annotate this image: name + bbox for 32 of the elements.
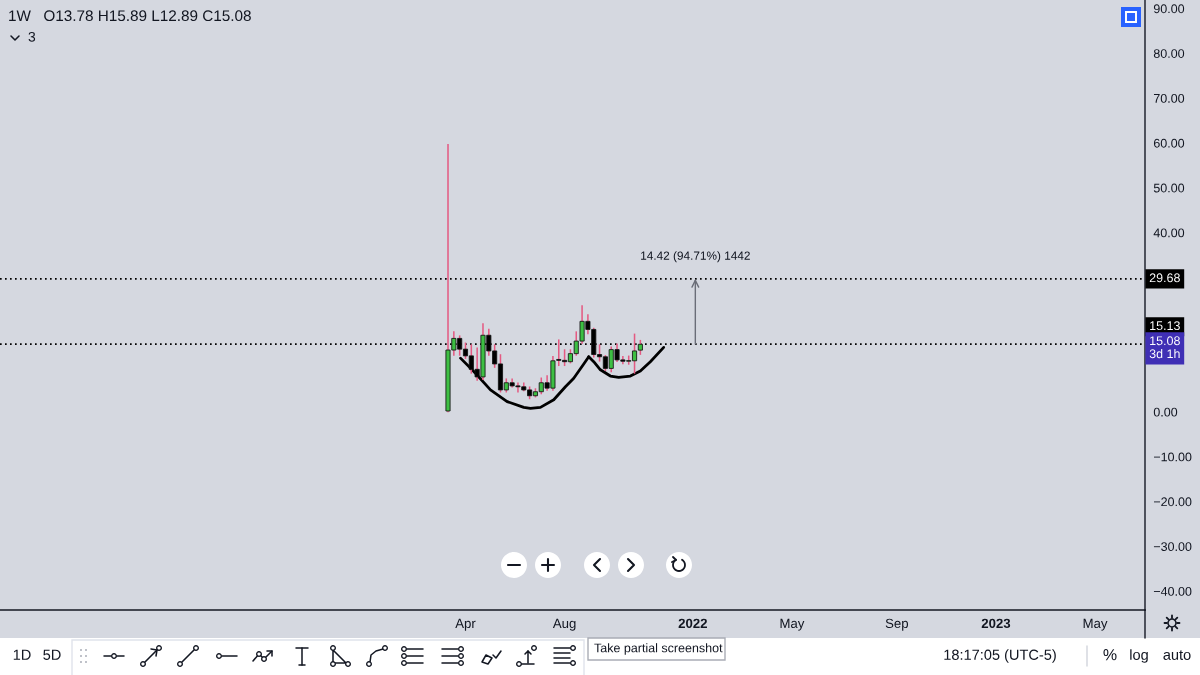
y-tick-label: −40.00 bbox=[1153, 586, 1192, 596]
x-tick-label: May bbox=[780, 618, 805, 631]
x-tick-label: Apr bbox=[455, 618, 476, 631]
text: Take partial screenshot bbox=[594, 643, 723, 655]
annotation: 14.42 (94.71%) 1442 bbox=[641, 251, 750, 263]
text: log bbox=[1130, 649, 1148, 663]
x-tick-label: Aug bbox=[552, 618, 576, 631]
text: 18:17:05 (UTC-5) bbox=[944, 649, 1056, 663]
y-tick-label: −30.00 bbox=[1153, 542, 1192, 552]
text: 1D bbox=[13, 649, 31, 660]
y-tick-label: 60.00 bbox=[1153, 138, 1185, 148]
text: 5D bbox=[43, 649, 61, 660]
y-tick-label: −20.00 bbox=[1153, 497, 1192, 507]
y-tick-label: 40.00 bbox=[1153, 228, 1185, 238]
text: 15.08 3d 1h bbox=[1149, 336, 1180, 359]
text: auto bbox=[1163, 650, 1191, 660]
text: O13.78 H15.89 L12.89 C15.08 bbox=[44, 10, 251, 22]
y-tick-label: 0.00 bbox=[1153, 407, 1178, 417]
x-tick-label: Sep bbox=[885, 618, 909, 631]
ref-line-label: 15.13 bbox=[1150, 321, 1180, 331]
y-tick-label: 50.00 bbox=[1153, 183, 1185, 193]
annotation: 3 bbox=[28, 31, 36, 42]
text: 1W bbox=[9, 10, 31, 21]
text: % bbox=[1103, 649, 1117, 661]
x-tick-label: 2022 bbox=[678, 618, 707, 629]
y-tick-label: 90.00 bbox=[1153, 4, 1185, 14]
x-tick-label: 2023 bbox=[981, 618, 1011, 629]
ref-line-label: 29.68 bbox=[1149, 273, 1180, 283]
x-tick-label: May bbox=[1083, 618, 1108, 631]
y-tick-label: 80.00 bbox=[1153, 49, 1185, 58]
y-tick-label: −10.00 bbox=[1153, 452, 1192, 462]
y-tick-label: 70.00 bbox=[1153, 93, 1185, 103]
